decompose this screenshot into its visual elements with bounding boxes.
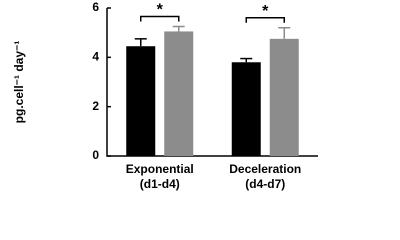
significance-label: * [157, 2, 164, 19]
significance-bracket [140, 15, 180, 22]
bar [269, 38, 299, 157]
x-tick-line: Deceleration [229, 162, 301, 176]
x-tick-line: (d1-d4) [140, 177, 180, 191]
bar [126, 46, 156, 156]
error-bar [278, 26, 291, 39]
error-bar [134, 38, 147, 47]
x-tick-line: (d4-d7) [245, 177, 285, 191]
y-tick-label: 4 [92, 50, 99, 64]
y-tick-label: 6 [92, 0, 99, 14]
x-tick-label: Deceleration (d4-d7) [229, 162, 301, 191]
y-axis-label: pg.cell⁻¹ day⁻¹ [12, 41, 26, 124]
y-tick-label: 0 [92, 148, 99, 162]
bar [164, 31, 194, 156]
y-tick-label: 2 [92, 99, 99, 113]
chart: pg.cell⁻¹ day⁻¹ 0 2 4 6 Exponential (d1-d4) * D… [12, 0, 318, 191]
bar [231, 62, 261, 157]
significance-bracket [245, 16, 285, 23]
significance-label: * [262, 3, 269, 20]
x-tick-line: Exponential [126, 162, 194, 176]
error-bar [240, 57, 253, 63]
x-tick-label: Exponential (d1-d4) [126, 162, 194, 191]
error-bar [172, 25, 185, 32]
